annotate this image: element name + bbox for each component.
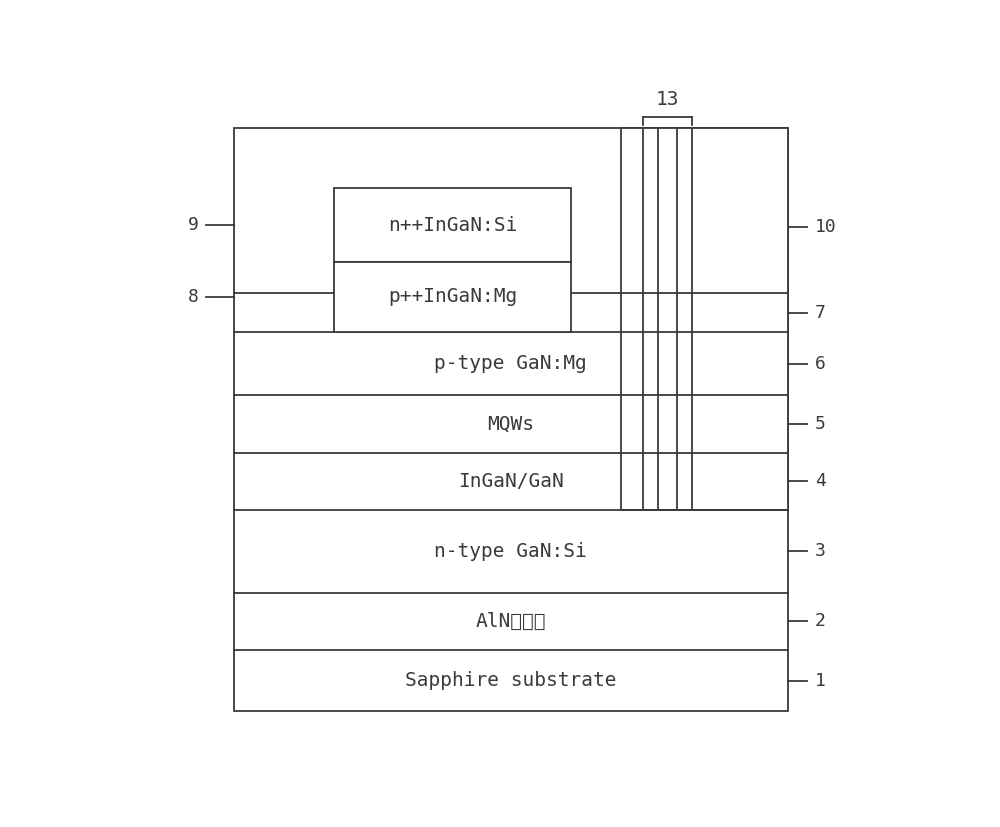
Text: 13: 13 [656,90,679,109]
Text: p-type GaN:Mg: p-type GaN:Mg [434,354,587,373]
Text: Sapphire substrate: Sapphire substrate [405,671,616,690]
Text: MQWs: MQWs [487,414,534,433]
Text: 2: 2 [815,613,826,630]
Bar [334,189,571,261]
Text: 10: 10 [815,218,836,236]
Text: 9: 9 [188,216,199,234]
Text: 1: 1 [815,672,826,690]
Text: 3: 3 [815,543,826,561]
Text: AlGaN: AlGaN [481,303,540,322]
Text: n++InGaN:Si: n++InGaN:Si [388,216,517,235]
Text: AlN缓冲层: AlN缓冲层 [475,612,546,631]
Text: 7: 7 [815,304,826,322]
Text: n-type GaN:Si: n-type GaN:Si [434,542,587,561]
Text: InGaN/GaN: InGaN/GaN [458,472,563,490]
Bar [234,128,788,710]
Text: p++InGaN:Mg: p++InGaN:Mg [388,287,517,306]
Bar [334,261,571,332]
Text: 6: 6 [815,355,826,372]
Text: 4: 4 [815,472,826,490]
Text: n-type GaN: n-type GaN [376,201,494,220]
Bar [621,128,788,510]
Text: 8: 8 [188,288,199,306]
Text: 5: 5 [815,415,826,433]
